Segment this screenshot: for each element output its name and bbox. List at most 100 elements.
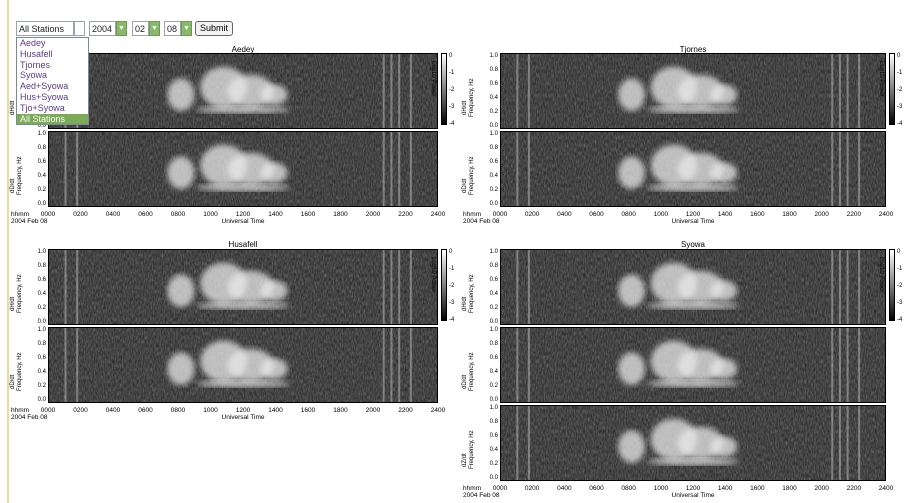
power-ticks: 0 -1 -2 -3 -4 [897, 249, 907, 325]
station-option-selected[interactable]: All Stations [17, 113, 88, 125]
frequency-tick-label: 0.6 [489, 81, 498, 87]
day-select[interactable]: 08 [164, 21, 181, 36]
activity-blob [260, 162, 288, 184]
streak [516, 406, 519, 480]
streak [858, 250, 861, 324]
streak [76, 132, 79, 206]
frequency-ticks: 1.0 0.8 0.6 0.4 0.2 0.0 [28, 327, 46, 403]
time-tick-label: 1000 [653, 485, 669, 492]
streak [390, 54, 393, 128]
station-option[interactable]: Aed+Syowa [20, 81, 69, 92]
time-tick-label: 1200 [685, 485, 701, 492]
streak [398, 250, 401, 324]
time-tick-label: 0000 [40, 211, 56, 218]
hhmm-label: hhmm 2004 Feb 08 [11, 407, 48, 421]
frequency-tick-label: 0.2 [489, 109, 498, 115]
time-tick-label: 0800 [621, 485, 636, 492]
submit-button[interactable]: Submit [195, 21, 234, 36]
year-dropdown-arrow-icon[interactable]: ▼ [116, 21, 127, 36]
year-select[interactable]: 2004 [89, 21, 116, 36]
power-tick-label: 0 [897, 249, 901, 255]
frequency-ticks: 1.0 0.8 0.6 0.4 0.2 0.0 [480, 327, 498, 403]
spectrogram-plot [48, 131, 438, 207]
streak [382, 132, 385, 206]
frequency-tick-label: 0.0 [37, 397, 46, 403]
hhmm-label: hhmm 2004 Feb 08 [463, 485, 500, 499]
frequency-ticks: 1.0 0.8 0.6 0.4 0.2 0.0 [480, 131, 498, 207]
activity-blob [260, 280, 288, 302]
time-tick-label: 1600 [750, 211, 765, 218]
streak [409, 250, 412, 324]
power-tick-label: 0 [449, 53, 453, 59]
time-axis-label: Universal Time [221, 414, 265, 421]
frequency-tick-label: 0.6 [489, 277, 498, 283]
frequency-tick-label: 0.2 [489, 461, 498, 467]
hhmm-text: hhmm [11, 407, 30, 414]
component-label: dD/dt [462, 374, 468, 389]
station-dropdown-list: Aedey Husafell Tjornes Syowa Aed+Syowa H… [16, 37, 89, 126]
station-option[interactable]: Husafell [20, 48, 53, 59]
station-option[interactable]: Aedey [20, 38, 46, 48]
activity-blob [646, 105, 740, 114]
frequency-tick-label: 0.2 [489, 187, 498, 193]
activity-blob [618, 78, 645, 111]
streak [398, 132, 401, 206]
component-label: dH/dt [462, 100, 468, 115]
streak [76, 250, 79, 324]
time-tick-label: 1600 [750, 485, 765, 492]
power-ticks: 0 -1 -2 -3 -4 [897, 53, 907, 129]
hhmm-label: hhmm 2004 Feb 08 [11, 211, 48, 225]
power-axis-label: Log10 Power [430, 61, 436, 97]
streak [64, 132, 67, 206]
time-tick-label: 0200 [524, 211, 540, 218]
streak [527, 54, 530, 128]
frequency-tick-label: 0.0 [489, 123, 498, 129]
frequency-tick-label: 0.6 [489, 355, 498, 361]
frequency-axis-label: Frequency, Hz [17, 352, 23, 391]
power-colorbar [889, 249, 895, 321]
station-option[interactable]: Tjornes [20, 59, 51, 70]
time-axis-label: Universal Time [671, 218, 715, 225]
station-select[interactable]: All Stations [16, 21, 74, 36]
station-option[interactable]: Tjo+Syowa [20, 102, 65, 113]
frequency-tick-label: 0.2 [37, 383, 46, 389]
frequency-tick-label: 0.2 [489, 305, 498, 311]
frequency-tick-label: 0.4 [37, 291, 46, 297]
streak [838, 250, 841, 324]
frequency-axis-label: Frequency, Hz [17, 156, 23, 195]
frequency-tick-label: 1.0 [37, 131, 46, 137]
panel-title: Husafell [228, 240, 258, 249]
power-colorbar [889, 53, 895, 125]
activity-blob [167, 78, 195, 111]
time-tick-label: 0200 [524, 485, 540, 492]
station-option[interactable]: Hus+Syowa [20, 91, 69, 102]
power-tick-label: -1 [897, 70, 903, 76]
hhmm-label: hhmm 2004 Feb 08 [463, 211, 500, 225]
activity-blob [710, 84, 738, 106]
time-tick-label: 0600 [138, 211, 153, 218]
time-tick-label: 1800 [782, 211, 797, 218]
streak [838, 54, 841, 128]
station-dropdown-arrow-icon[interactable] [74, 21, 85, 36]
spectrogram-plot [500, 249, 886, 325]
activity-blob [167, 352, 195, 385]
month-dropdown-arrow-icon[interactable]: ▼ [149, 21, 160, 36]
component-label: dD/dt [462, 178, 468, 193]
station-option[interactable]: Syowa [20, 70, 48, 81]
frequency-tick-label: 0.8 [489, 263, 498, 269]
time-tick-label: 1800 [333, 211, 348, 218]
time-tick-label: 0400 [105, 211, 121, 218]
frequency-ticks: 1.0 0.8 0.6 0.4 0.2 0.0 [480, 53, 498, 129]
streak [858, 328, 861, 402]
frequency-tick-label: 0.6 [37, 355, 46, 361]
panel-title: Tjornes [679, 45, 707, 54]
frequency-tick-label: 0.4 [37, 369, 46, 375]
frequency-tick-label: 0.0 [37, 201, 46, 207]
month-select[interactable]: 02 [132, 21, 149, 36]
streak [398, 54, 401, 128]
frequency-ticks: 1.0 0.8 0.6 0.4 0.2 0.0 [28, 249, 46, 325]
frequency-tick-label: 0.6 [489, 159, 498, 165]
streak [838, 328, 841, 402]
activity-blob [260, 84, 288, 106]
day-dropdown-arrow-icon[interactable]: ▼ [181, 21, 192, 36]
